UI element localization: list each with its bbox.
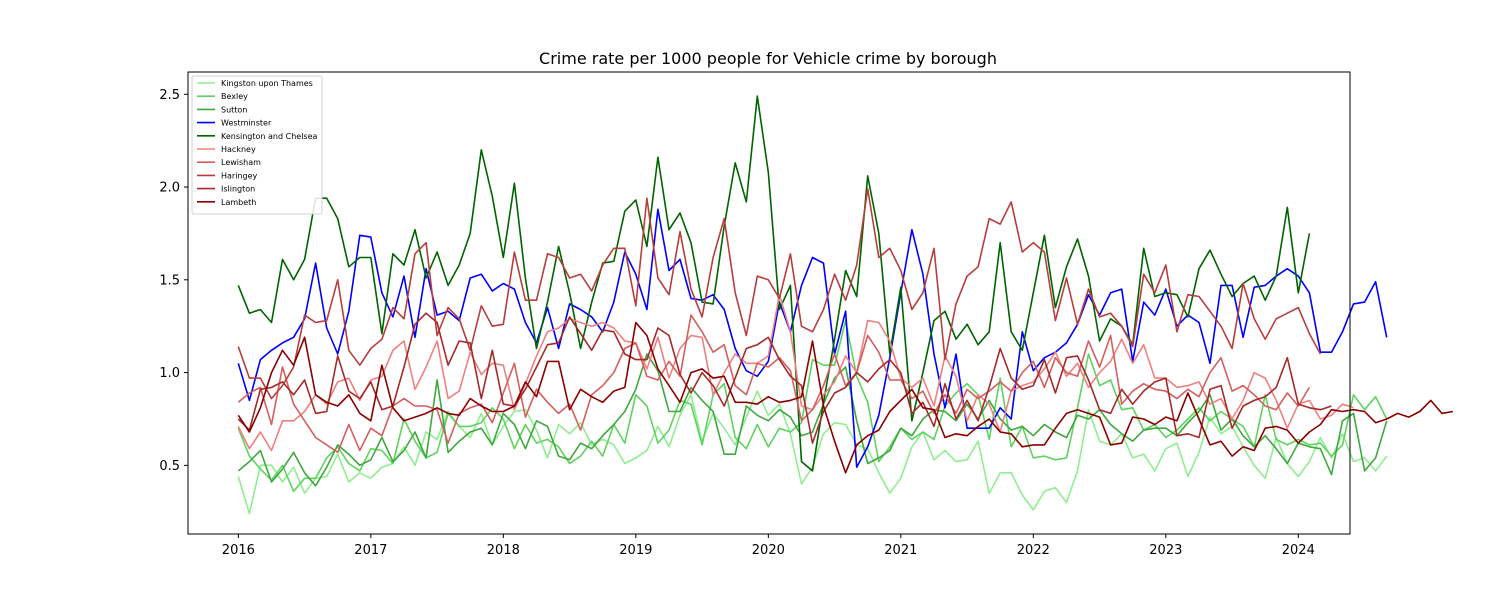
legend-label-0: Kingston upon Thames	[221, 79, 313, 88]
series-line-6	[237, 314, 1311, 454]
legend: Kingston upon Thames Bexley Sutton Westmins…	[191, 75, 323, 215]
y-tick-label: 1.0	[159, 366, 180, 381]
y-tick-label: 2.5	[159, 88, 180, 103]
x-tick-label: 2024	[1282, 543, 1315, 558]
series-line-5	[237, 293, 1354, 452]
x-tick-label: 2022	[1017, 543, 1050, 558]
y-tick-label: 1.5	[159, 273, 180, 288]
legend-box	[191, 75, 323, 215]
x-tick-label: 2021	[884, 543, 917, 558]
legend-label-9: Lambeth	[221, 198, 256, 207]
x-axis: 2016 2017 2018 2019 2020 2021 2022 2023 2024	[222, 534, 1315, 558]
legend-label-7: Haringey	[221, 171, 258, 180]
x-tick-label: 2016	[222, 543, 255, 558]
y-tick-label: 0.5	[159, 459, 180, 474]
series-line-2	[237, 353, 1388, 487]
y-axis: 0.5 1.0 1.5 2.0 2.5	[159, 88, 188, 474]
x-tick-label: 2018	[487, 543, 520, 558]
y-tick-label: 2.0	[159, 181, 180, 196]
x-tick-label: 2017	[354, 543, 387, 558]
x-tick-label: 2020	[752, 543, 785, 558]
legend-label-4: Kensington and Chelsea	[221, 132, 318, 141]
legend-label-2: Sutton	[221, 105, 247, 114]
series-line-9	[237, 321, 1454, 474]
series-line-7	[237, 188, 1322, 400]
series-line-3	[237, 208, 1388, 469]
plot-area-frame	[187, 71, 1351, 535]
legend-label-6: Lewisham	[221, 158, 261, 167]
legend-label-1: Bexley	[221, 92, 248, 101]
series-layer	[237, 95, 1454, 515]
chart-title: Crime rate per 1000 people for Vehicle c…	[539, 49, 997, 68]
x-tick-label: 2019	[619, 543, 652, 558]
series-line-8	[237, 312, 1332, 444]
legend-label-8: Islington	[221, 185, 255, 194]
x-tick-label: 2023	[1149, 543, 1182, 558]
legend-label-3: Westminster	[221, 119, 272, 128]
legend-label-5: Hackney	[221, 145, 256, 154]
